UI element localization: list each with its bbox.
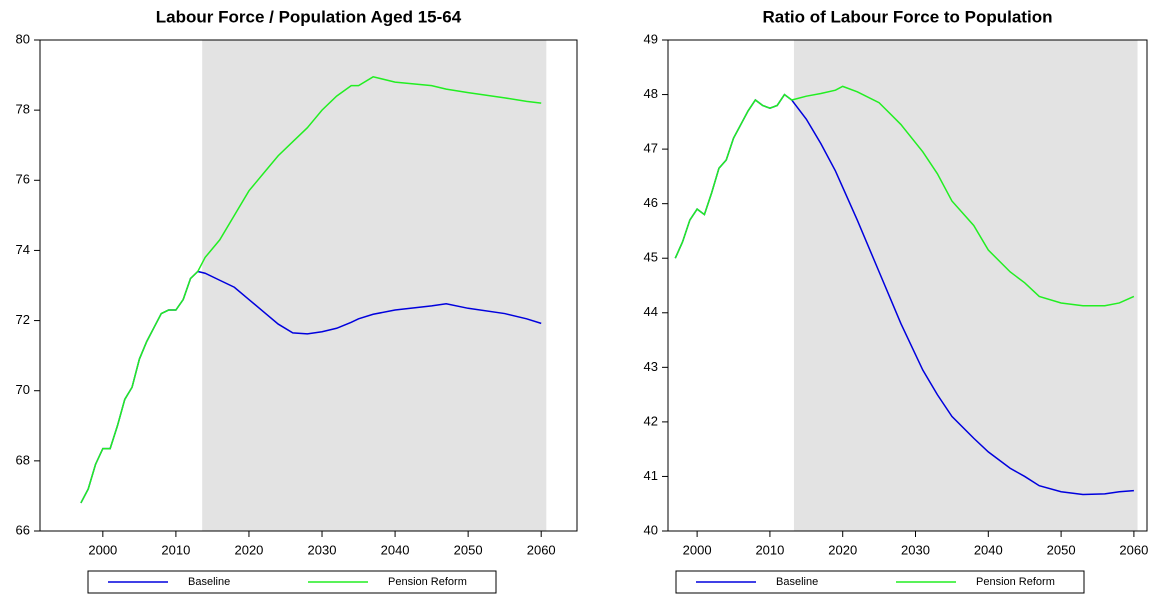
y-tick-label: 42 — [644, 413, 658, 428]
shaded-region — [793, 40, 1138, 531]
x-tick-label: 2050 — [454, 542, 483, 557]
y-tick-label: 48 — [644, 86, 658, 101]
chart-title: Ratio of Labour Force to Population — [763, 7, 1053, 26]
y-tick-label: 41 — [644, 468, 658, 483]
y-tick-label: 76 — [16, 172, 30, 187]
x-tick-label: 2010 — [755, 542, 784, 557]
y-tick-label: 70 — [16, 382, 30, 397]
x-tick-label: 2060 — [1119, 542, 1148, 557]
plot-frame — [667, 39, 1148, 532]
legend-label: Baseline — [776, 576, 818, 588]
y-tick-label: 46 — [644, 195, 658, 210]
shaded-region — [202, 40, 547, 531]
y-tick-label: 66 — [16, 522, 30, 537]
x-tick-label: 2060 — [527, 542, 556, 557]
y-tick-label: 80 — [16, 31, 30, 46]
y-tick-label: 78 — [16, 102, 30, 117]
x-tick-label: 2000 — [683, 542, 712, 557]
x-tick-label: 2040 — [974, 542, 1003, 557]
x-tick-label: 2050 — [1047, 542, 1076, 557]
x-tick-label: 2010 — [161, 542, 190, 557]
y-tick-label: 72 — [16, 312, 30, 327]
x-tick-label: 2020 — [828, 542, 857, 557]
x-tick-label: 2000 — [88, 542, 117, 557]
series-line — [674, 85, 1135, 307]
chart-title: Labour Force / Population Aged 15-64 — [156, 7, 462, 26]
legend-label: Baseline — [188, 576, 230, 588]
legend-label: Pension Reform — [388, 576, 467, 588]
x-tick-label: 2030 — [901, 542, 930, 557]
x-tick-label: 2040 — [381, 542, 410, 557]
y-tick-label: 68 — [16, 452, 30, 467]
plot-frame — [39, 39, 578, 532]
y-tick-label: 44 — [644, 304, 658, 319]
y-tick-label: 45 — [644, 250, 658, 265]
x-tick-label: 2030 — [308, 542, 337, 557]
legend-label: Pension Reform — [976, 576, 1055, 588]
y-tick-label: 40 — [644, 522, 658, 537]
legend-box — [87, 570, 497, 594]
series-line — [80, 76, 542, 504]
y-tick-label: 43 — [644, 359, 658, 374]
y-tick-label: 47 — [644, 141, 658, 156]
y-tick-label: 49 — [644, 31, 658, 46]
y-tick-label: 74 — [16, 242, 30, 257]
legend-box — [675, 570, 1085, 594]
x-tick-label: 2020 — [234, 542, 263, 557]
